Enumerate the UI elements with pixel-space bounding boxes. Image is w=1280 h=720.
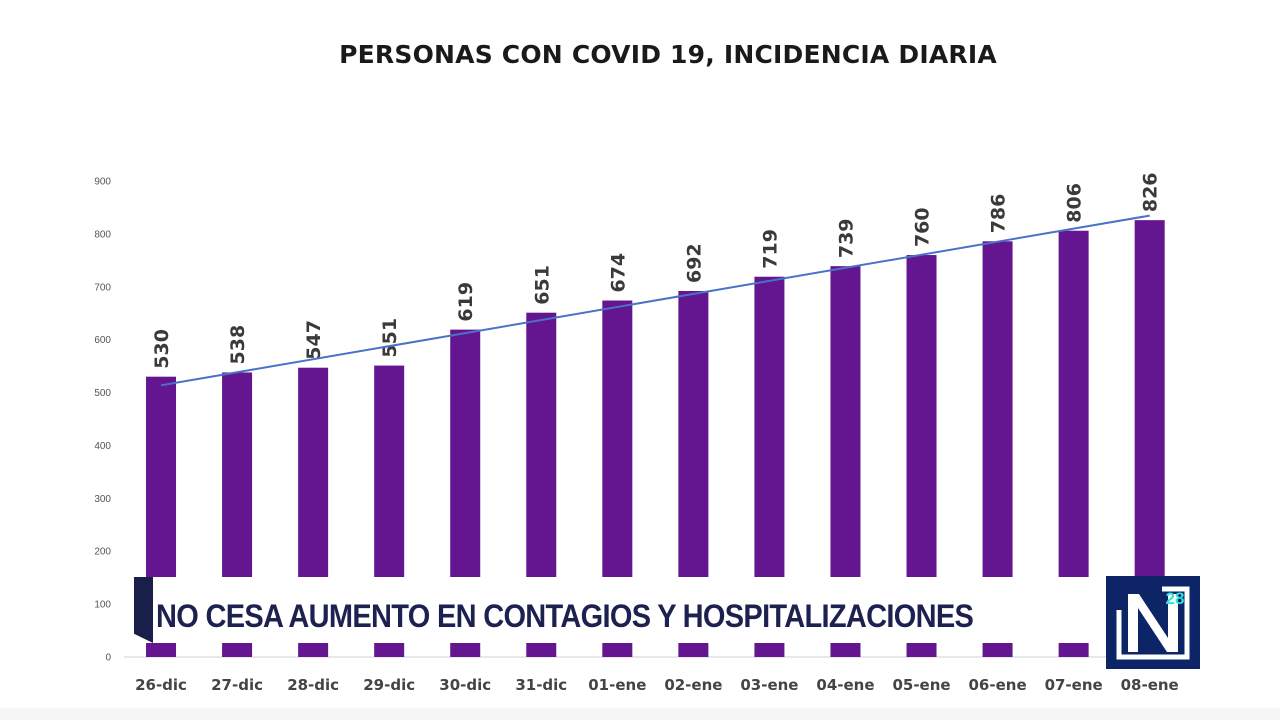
data-label: 786 (988, 194, 1010, 234)
data-label: 806 (1064, 183, 1086, 223)
x-tick-label: 06-ene (969, 676, 1027, 694)
x-tick-label: 04-ene (816, 676, 874, 694)
y-tick-label: 300 (94, 494, 111, 505)
logo-badge: 28 (1165, 589, 1185, 608)
y-tick-label: 700 (94, 282, 111, 293)
y-tick-label: 0 (105, 653, 111, 664)
banner-headline: NO CESA AUMENTO EN CONTAGIOS Y HOSPITALI… (156, 599, 974, 635)
channel-logo: 28 (1106, 576, 1200, 669)
data-label: 739 (835, 218, 857, 258)
y-tick-label: 800 (94, 229, 111, 240)
x-tick-label: 03-ene (740, 676, 798, 694)
chart-title: PERSONAS CON COVID 19, INCIDENCIA DIARIA (339, 40, 997, 69)
data-label: 674 (607, 253, 629, 293)
x-tick-label: 27-dic (211, 676, 263, 694)
x-tick-label: 26-dic (135, 676, 187, 694)
banner-accent (134, 577, 153, 643)
data-label: 692 (683, 243, 705, 283)
y-tick-label: 600 (94, 335, 111, 346)
headline-banner: NO CESA AUMENTO EN CONTAGIOS Y HOSPITALI… (134, 577, 1091, 643)
y-tick-label: 500 (94, 388, 111, 399)
data-label: 530 (151, 329, 173, 369)
x-tick-label: 30-dic (439, 676, 491, 694)
data-label: 719 (759, 229, 781, 269)
y-tick-label: 900 (94, 177, 111, 188)
trend-line (160, 214, 1150, 387)
x-tick-label: 07-ene (1045, 676, 1103, 694)
y-tick-label: 100 (94, 600, 111, 611)
x-tick-label: 01-ene (588, 676, 646, 694)
data-label: 826 (1140, 172, 1162, 212)
x-tick-label: 29-dic (363, 676, 415, 694)
x-tick-label: 08-ene (1121, 676, 1179, 694)
bottom-strip (0, 708, 1280, 720)
data-label: 651 (531, 265, 553, 305)
x-tick-label: 31-dic (515, 676, 567, 694)
data-label: 538 (227, 325, 249, 365)
x-tick-label: 02-ene (664, 676, 722, 694)
x-tick-label: 05-ene (892, 676, 950, 694)
data-label: 760 (912, 207, 934, 247)
data-label: 547 (303, 320, 325, 360)
data-label: 551 (379, 318, 401, 358)
n-logo-icon (1116, 586, 1190, 660)
data-label: 619 (455, 282, 477, 322)
y-tick-label: 400 (94, 441, 111, 452)
y-tick-label: 200 (94, 547, 111, 558)
x-tick-label: 28-dic (287, 676, 339, 694)
